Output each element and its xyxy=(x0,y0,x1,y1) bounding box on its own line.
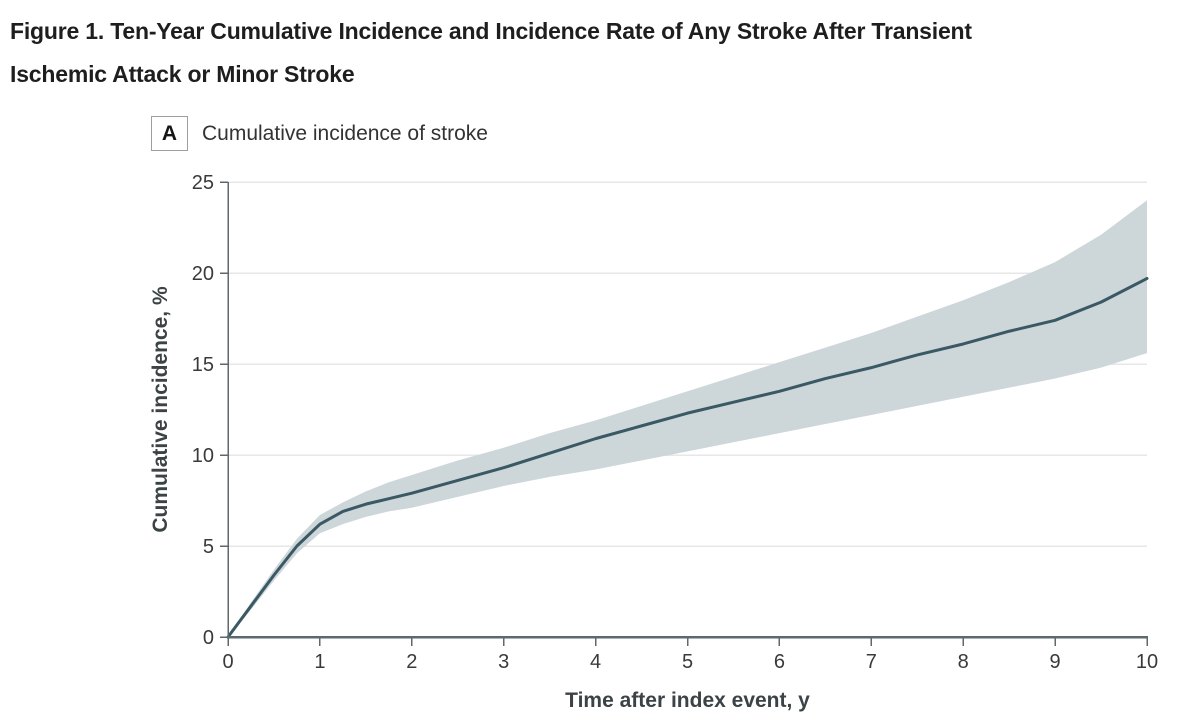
y-axis-title: Cumulative incidence, % xyxy=(149,286,172,533)
x-tick-label: 9 xyxy=(1050,651,1061,673)
x-tick-label: 10 xyxy=(1136,651,1158,673)
y-tick-label: 20 xyxy=(192,263,214,285)
figure-title-line1: Figure 1. Ten-Year Cumulative Incidence … xyxy=(10,18,972,44)
x-axis-title: Time after index event, y xyxy=(565,689,810,712)
x-axis: 0 1 2 3 4 5 6 7 8 9 10 xyxy=(222,635,1158,673)
cumulative-incidence-chart: 0 5 10 15 20 25 0 1 2 3 4 5 6 7 8 9 10 Cumulative inciden… xyxy=(149,172,1158,712)
x-tick-label: 8 xyxy=(958,651,969,673)
y-tick-label: 10 xyxy=(192,445,214,467)
figure-title: Figure 1. Ten-Year Cumulative Incidence … xyxy=(10,10,1160,96)
x-tick-label: 3 xyxy=(498,651,509,673)
panel-a-badge: A xyxy=(151,116,188,151)
x-tick-label: 2 xyxy=(406,651,417,673)
chart-area: 0 5 10 15 20 25 0 1 2 3 4 5 6 7 8 9 10 Cumulative inciden… xyxy=(0,160,1199,718)
y-axis: 0 5 10 15 20 25 xyxy=(192,172,229,649)
figure-title-line2: Ischemic Attack or Minor Stroke xyxy=(10,61,355,87)
x-tick-label: 6 xyxy=(774,651,785,673)
y-tick-label: 5 xyxy=(203,536,214,558)
x-tick-label: 7 xyxy=(866,651,877,673)
gridlines xyxy=(228,181,1147,547)
panel-a-label: Cumulative incidence of stroke xyxy=(202,121,488,145)
y-tick-label: 0 xyxy=(203,627,214,649)
incidence-line xyxy=(226,276,1149,639)
x-tick-label: 1 xyxy=(314,651,325,673)
x-tick-label: 4 xyxy=(590,651,601,673)
y-tick-label: 25 xyxy=(192,172,214,194)
confidence-band xyxy=(228,200,1147,637)
x-tick-label: 5 xyxy=(682,651,693,673)
x-tick-label: 0 xyxy=(222,651,233,673)
panel-header: A Cumulative incidence of stroke xyxy=(151,116,488,151)
y-tick-label: 15 xyxy=(192,354,214,376)
